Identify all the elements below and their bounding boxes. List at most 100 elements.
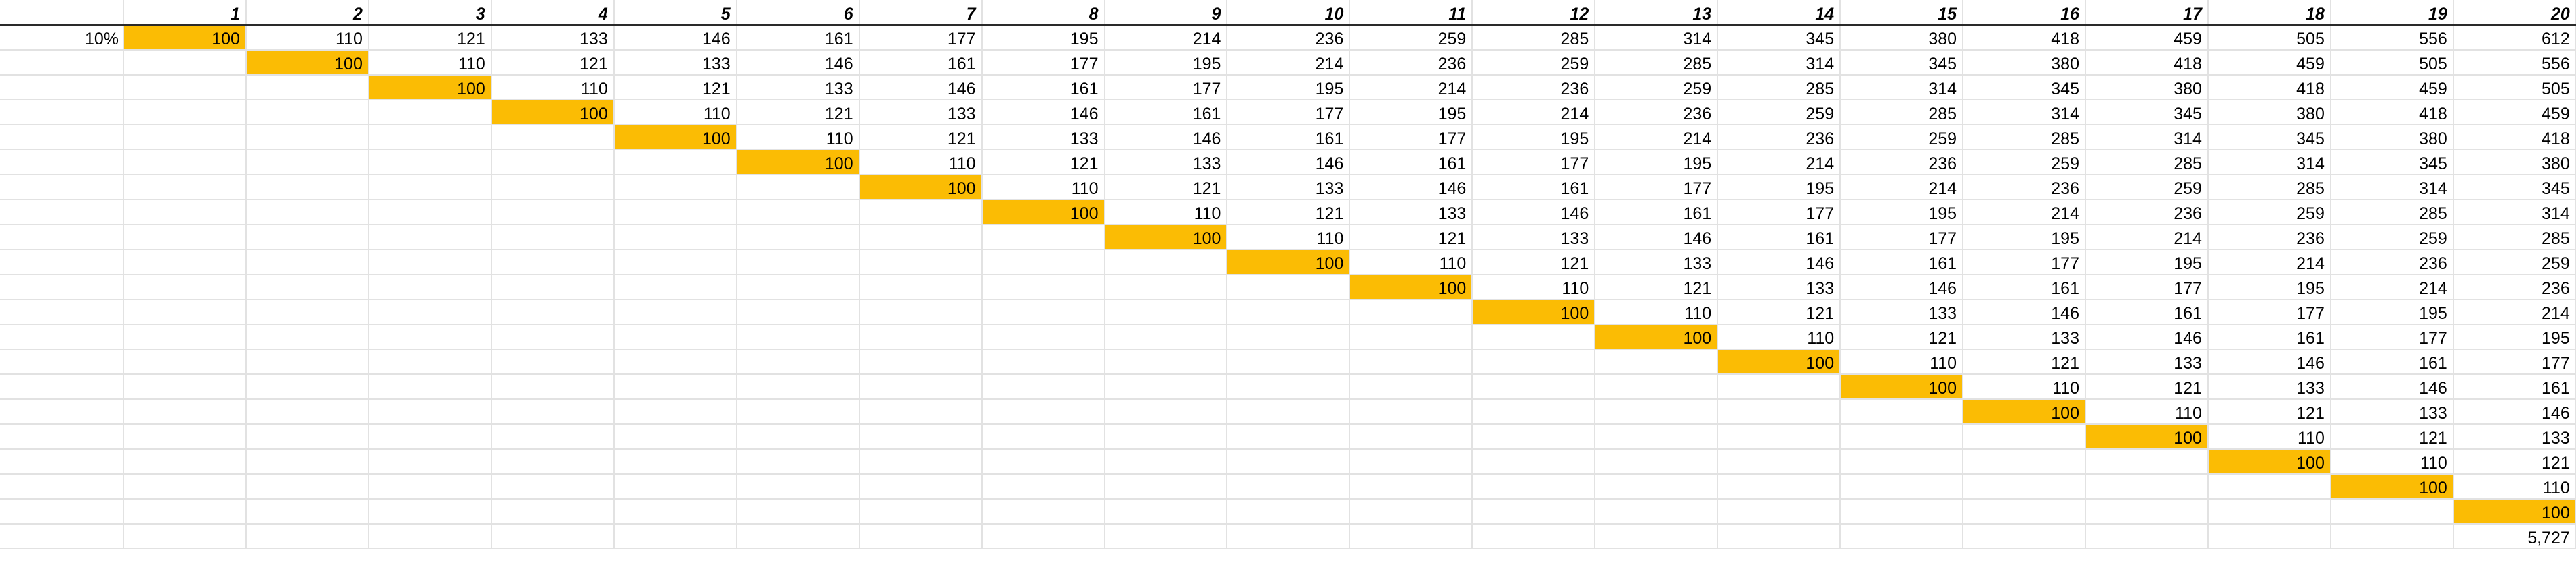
value-cell[interactable]: 110	[2453, 474, 2576, 500]
value-cell[interactable]	[1227, 274, 1351, 300]
value-cell[interactable]: 314	[2207, 150, 2331, 175]
value-cell[interactable]: 556	[2453, 50, 2576, 76]
value-cell[interactable]	[368, 399, 492, 425]
value-cell[interactable]: 121	[981, 150, 1105, 175]
value-cell[interactable]	[1227, 524, 1351, 549]
value-cell[interactable]: 161	[981, 75, 1105, 100]
column-header-cell[interactable]: 19	[2330, 0, 2454, 26]
value-cell[interactable]: 177	[1104, 75, 1228, 100]
value-cell[interactable]: 195	[2085, 249, 2209, 275]
value-cell[interactable]: 146	[1472, 200, 1596, 225]
value-cell[interactable]	[1472, 449, 1596, 475]
value-cell[interactable]: 146	[1349, 175, 1473, 200]
value-cell[interactable]: 177	[2453, 349, 2576, 375]
value-cell[interactable]	[1227, 424, 1351, 450]
row-label-cell[interactable]	[0, 100, 124, 125]
value-cell[interactable]	[613, 474, 737, 500]
row-label-cell[interactable]	[0, 224, 124, 250]
value-cell[interactable]: 214	[2207, 249, 2331, 275]
value-cell[interactable]	[368, 474, 492, 500]
value-cell[interactable]: 345	[2207, 125, 2331, 150]
value-cell[interactable]	[368, 200, 492, 225]
value-cell[interactable]	[981, 374, 1105, 400]
value-cell[interactable]	[1840, 474, 1964, 500]
value-cell[interactable]	[1104, 474, 1228, 500]
value-cell[interactable]: 418	[2330, 100, 2454, 125]
value-cell[interactable]	[491, 125, 615, 150]
value-cell[interactable]	[981, 299, 1105, 325]
value-cell[interactable]	[1472, 324, 1596, 350]
value-cell[interactable]	[1104, 249, 1228, 275]
value-cell[interactable]	[1104, 399, 1228, 425]
value-cell[interactable]	[2207, 474, 2331, 500]
value-cell[interactable]: 100	[2330, 474, 2454, 500]
value-cell[interactable]	[736, 324, 860, 350]
value-cell[interactable]	[491, 249, 615, 275]
value-cell[interactable]: 161	[1349, 150, 1473, 175]
column-header-cell[interactable]: 10	[1227, 0, 1351, 26]
row-label-cell[interactable]	[0, 424, 124, 450]
value-cell[interactable]: 161	[1104, 100, 1228, 125]
value-cell[interactable]	[1349, 324, 1473, 350]
value-cell[interactable]: 121	[2330, 424, 2454, 450]
value-cell[interactable]	[2085, 474, 2209, 500]
value-cell[interactable]	[1717, 374, 1841, 400]
value-cell[interactable]	[1349, 524, 1473, 549]
value-cell[interactable]: 285	[2453, 224, 2576, 250]
value-cell[interactable]	[368, 249, 492, 275]
value-cell[interactable]: 285	[1963, 125, 2086, 150]
value-cell[interactable]: 214	[2330, 274, 2454, 300]
value-cell[interactable]: 177	[859, 25, 983, 51]
value-cell[interactable]: 100	[859, 175, 983, 200]
column-header-cell[interactable]: 3	[368, 0, 492, 26]
value-cell[interactable]	[1227, 499, 1351, 525]
value-cell[interactable]: 177	[1349, 125, 1473, 150]
value-cell[interactable]	[981, 524, 1105, 549]
value-cell[interactable]	[368, 449, 492, 475]
value-cell[interactable]: 121	[859, 125, 983, 150]
value-cell[interactable]: 214	[1104, 25, 1228, 51]
value-cell[interactable]	[245, 349, 369, 375]
value-cell[interactable]	[1227, 374, 1351, 400]
value-cell[interactable]	[1349, 499, 1473, 525]
value-cell[interactable]	[1717, 399, 1841, 425]
value-cell[interactable]	[245, 374, 369, 400]
value-cell[interactable]: 100	[1104, 224, 1228, 250]
value-cell[interactable]	[123, 100, 247, 125]
value-cell[interactable]: 133	[613, 50, 737, 76]
value-cell[interactable]: 214	[1349, 75, 1473, 100]
value-cell[interactable]	[123, 499, 247, 525]
value-cell[interactable]: 177	[2207, 299, 2331, 325]
value-cell[interactable]: 121	[1840, 324, 1964, 350]
value-cell[interactable]	[1104, 349, 1228, 375]
value-cell[interactable]	[1227, 449, 1351, 475]
value-cell[interactable]	[1840, 424, 1964, 450]
value-cell[interactable]: 259	[1349, 25, 1473, 51]
value-cell[interactable]	[1472, 399, 1596, 425]
value-cell[interactable]	[368, 224, 492, 250]
value-cell[interactable]: 161	[1717, 224, 1841, 250]
value-cell[interactable]: 110	[1963, 374, 2086, 400]
value-cell[interactable]	[981, 274, 1105, 300]
value-cell[interactable]: 259	[2085, 175, 2209, 200]
value-cell[interactable]	[1472, 474, 1596, 500]
value-cell[interactable]: 259	[1595, 75, 1719, 100]
value-cell[interactable]	[1349, 299, 1473, 325]
value-cell[interactable]: 161	[2453, 374, 2576, 400]
value-cell[interactable]: 314	[1840, 75, 1964, 100]
value-cell[interactable]: 459	[2207, 50, 2331, 76]
value-cell[interactable]	[245, 125, 369, 150]
value-cell[interactable]: 236	[2330, 249, 2454, 275]
column-header-cell[interactable]: 7	[859, 0, 983, 26]
value-cell[interactable]	[1963, 424, 2086, 450]
value-cell[interactable]: 110	[2330, 449, 2454, 475]
row-label-cell[interactable]	[0, 524, 124, 549]
value-cell[interactable]: 110	[859, 150, 983, 175]
value-cell[interactable]	[736, 200, 860, 225]
value-cell[interactable]	[613, 324, 737, 350]
value-cell[interactable]	[123, 449, 247, 475]
value-cell[interactable]	[613, 349, 737, 375]
value-cell[interactable]	[613, 274, 737, 300]
value-cell[interactable]	[368, 524, 492, 549]
value-cell[interactable]: 146	[1840, 274, 1964, 300]
